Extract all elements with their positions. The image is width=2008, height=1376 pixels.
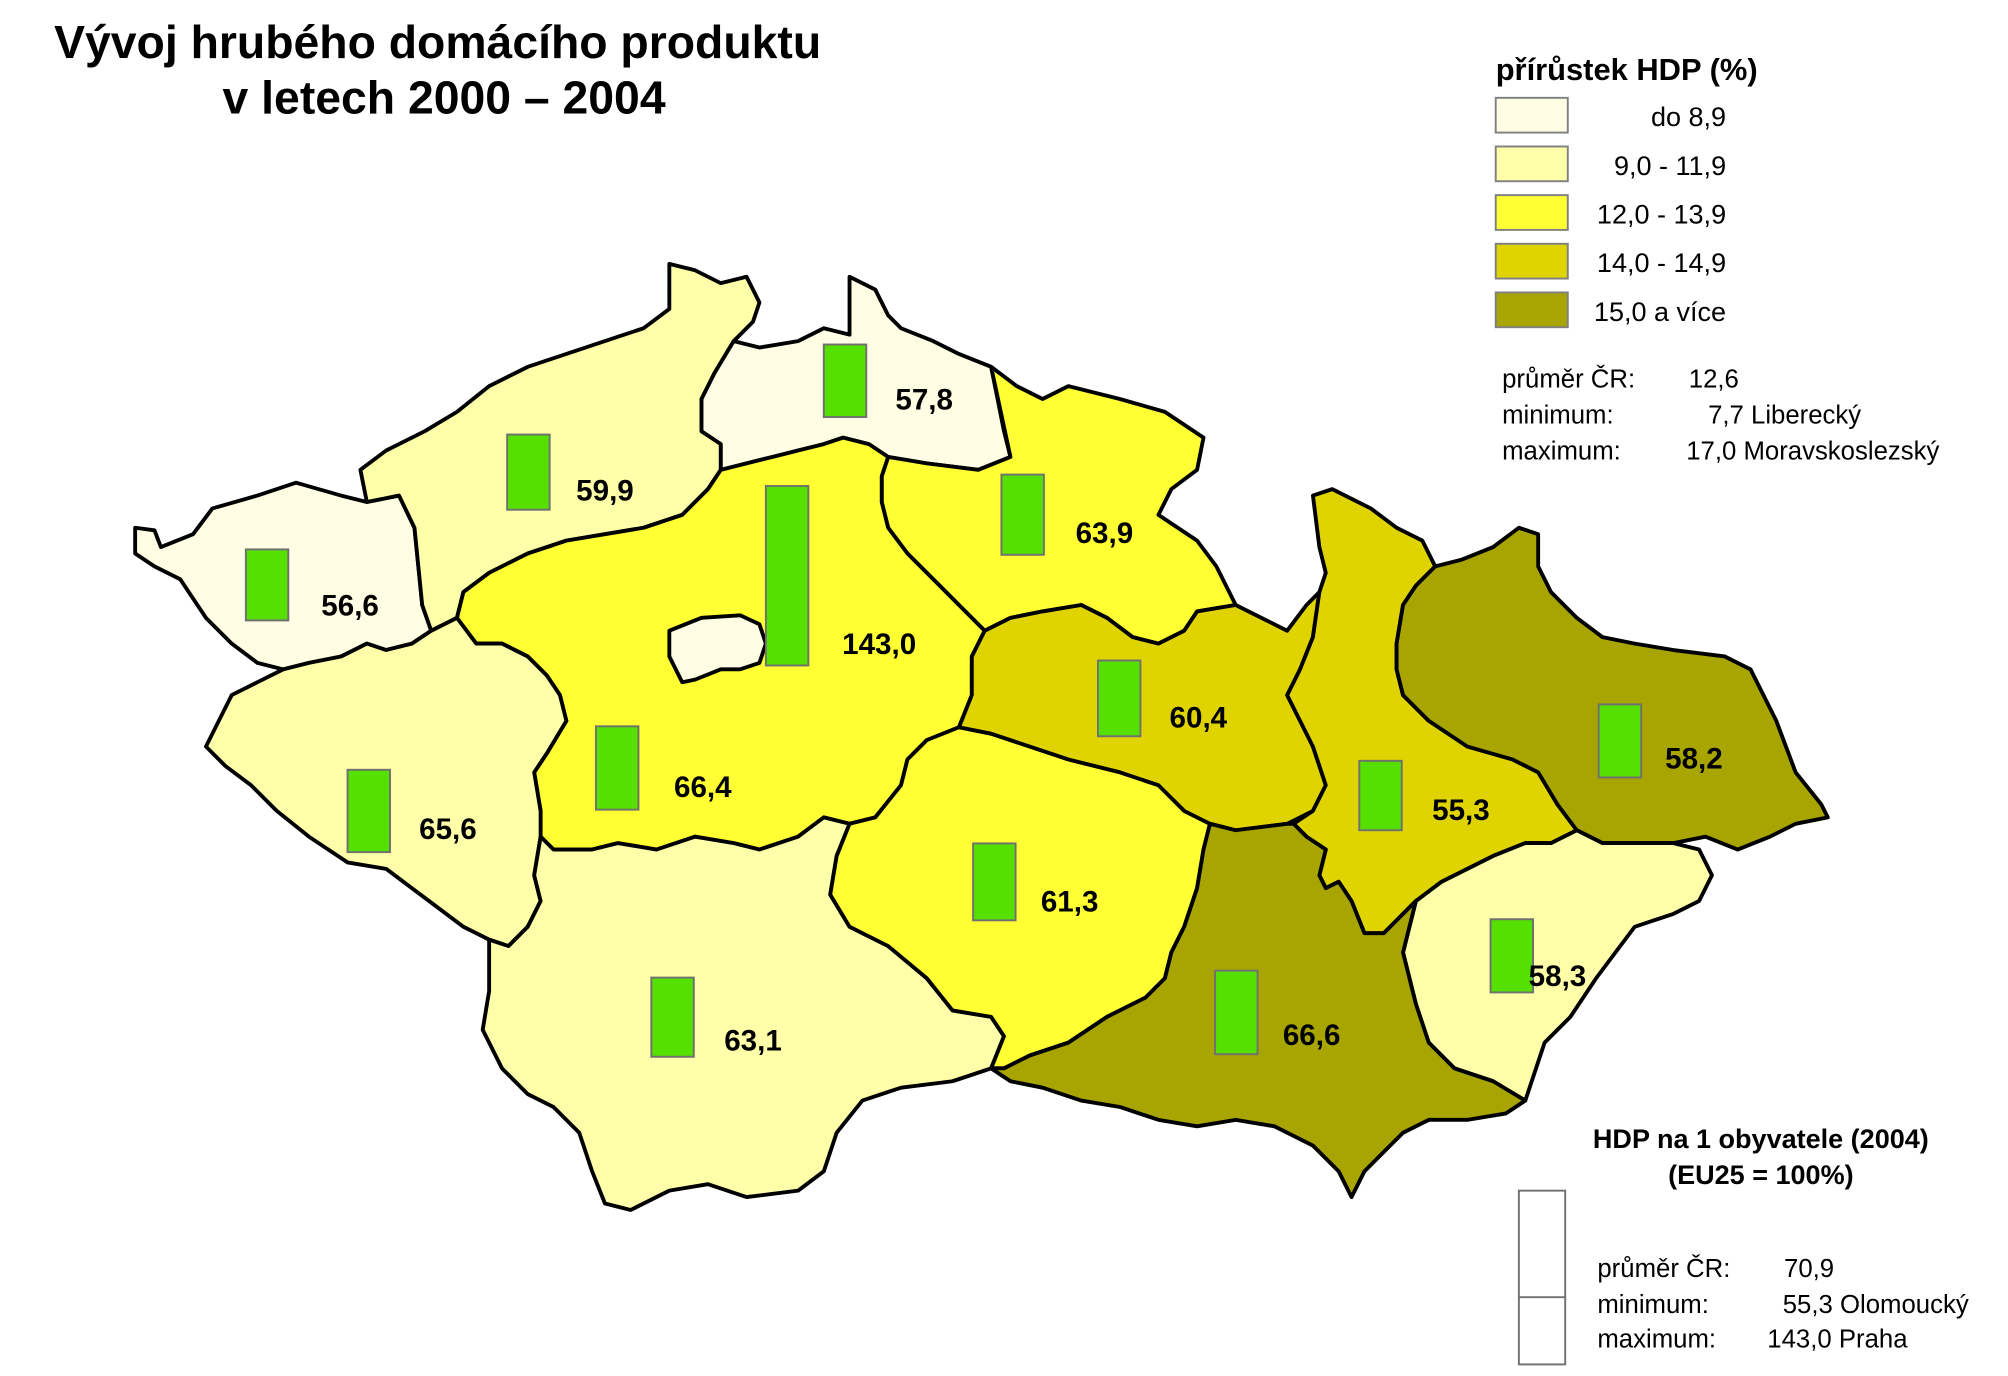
gdp-value-label-zlinsky: 58,3 [1529,960,1587,993]
gdp-bar-vysocina [972,842,1017,922]
gdp-bar-jihocesky [650,976,695,1058]
growth-legend-title: přírůstek HDP (%) [1496,52,1758,87]
legend-label: 12,0 - 13,9 [1597,199,1726,229]
gdp-legend-title-line1: HDP na 1 obyvatele (2004) [1593,1124,1929,1154]
gdp-bar-praha [764,485,810,667]
growth-legend: přírůstek HDP (%) do 8,9 9,0 - 11,9 12,0 -… [1494,52,1939,466]
gdp-bar-plzensky [346,768,391,854]
gdp-value-label-stredocesky: 66,4 [674,771,732,804]
gdp-bar-karlovarsky [244,548,290,622]
legend-swatch [1494,145,1569,183]
legend-label: 15,0 a více [1594,297,1726,327]
gdp-legend-title-line2: (EU25 = 100%) [1668,1160,1853,1190]
legend-swatch [1494,194,1569,231]
gdp-value-label-plzensky: 65,6 [419,813,477,846]
stat-label: minimum: [1502,401,1614,429]
gdp-bar-olomoucky [1358,759,1403,832]
growth-stats: průměr ČR: 12,6 minimum: 7,7 Liberecký m… [1502,364,1939,465]
gdp-bar-moravskoslezsky [1597,703,1643,779]
stat-label: maximum: [1502,438,1621,466]
legend-swatch [1494,291,1569,329]
gdp-value-label-ustecky: 59,9 [576,475,634,508]
stat-value: 143,0 Praha [1767,1326,1908,1354]
legend-label: do 8,9 [1651,102,1726,132]
gdp-value-label-vysocina: 61,3 [1041,885,1099,918]
gdp-value-label-moravskoslezsky: 58,2 [1665,742,1723,775]
region-moravskoslezsky [1394,525,1830,852]
stat-value: 7,7 Liberecký [1708,401,1861,429]
gdp-value-label-karlovarsky: 56,6 [321,589,379,622]
stat-value: 17,0 Moravskoslezský [1686,438,1939,466]
gdp-bar-stredocesky [594,725,640,811]
gdp-bar-pardubicky [1096,659,1142,738]
stat-label: průměr ČR: [1597,1254,1730,1283]
legend-swatch [1494,96,1569,134]
gdp-value-label-kralovehradecky: 63,9 [1076,517,1134,550]
legend-swatch [1494,242,1569,280]
stat-label: minimum: [1597,1291,1709,1319]
gdp-value-label-jihocesky: 63,1 [724,1024,782,1057]
stat-value: 12,6 [1689,365,1739,393]
gdp-legend: HDP na 1 obyvatele (2004) (EU25 = 100%) … [1517,1124,1969,1366]
gdp-value-label-praha: 143,0 [842,628,916,661]
regions-layer [133,261,1830,1212]
region-praha [667,613,768,685]
stat-value: 70,9 [1784,1255,1834,1283]
stat-label: maximum: [1597,1326,1716,1354]
gdp-bar-liberecky [822,343,868,419]
gdp-bar-jihomoravsky [1214,969,1259,1056]
gdp-bar-ustecky [506,433,551,511]
map-title-line2: v letech 2000 – 2004 [223,71,666,123]
bars-layer: 56,6 59,9 57,8 63,9 66,4 143,0 65,6 63,1 61,3 60,… [244,343,1723,1058]
legend-label: 9,0 - 11,9 [1614,151,1726,181]
legend-label: 14,0 - 14,9 [1597,248,1726,278]
gdp-value-label-olomoucky: 55,3 [1432,794,1490,827]
gdp-value-label-jihomoravsky: 66,6 [1283,1019,1341,1052]
stat-value: 55,3 Olomoucký [1783,1291,1969,1319]
gdp-scale-bar [1517,1189,1567,1366]
gdp-value-label-liberecky: 57,8 [895,383,953,416]
gdp-bar-zlinsky [1489,918,1534,994]
map-title-line1: Vývoj hrubého domácího produktu [54,16,821,68]
gdp-bar-kralovehradecky [1000,473,1045,556]
stat-label: průměr ČR: [1502,364,1635,393]
gdp-value-label-pardubicky: 60,4 [1170,701,1228,734]
